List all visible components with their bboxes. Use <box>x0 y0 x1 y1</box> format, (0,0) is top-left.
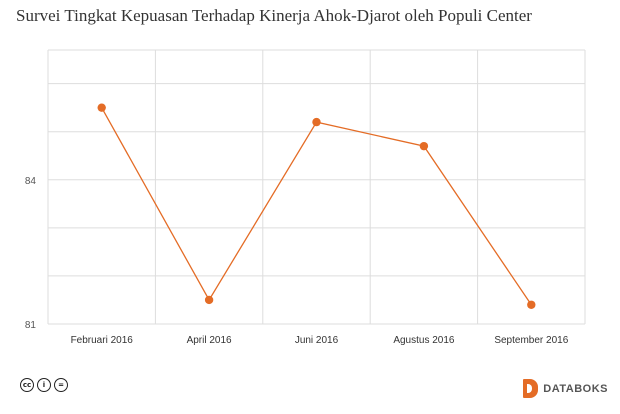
y-tick-label: 84 <box>25 176 37 187</box>
y-tick-label: 81 <box>25 320 37 331</box>
grid-lines <box>47 49 586 325</box>
series-line-path <box>101 107 532 306</box>
x-tick-label: Agustus 2016 <box>393 335 455 346</box>
x-tick-label: April 2016 <box>187 335 232 346</box>
data-point <box>419 141 429 151</box>
data-point <box>312 117 321 127</box>
chart-title: Survei Tingkat Kepuasan Terhadap Kinerja… <box>16 6 532 25</box>
by-icon: i <box>37 378 51 392</box>
series-points <box>97 103 536 309</box>
data-point <box>204 295 214 305</box>
brand-name: DATABOKS <box>543 382 608 395</box>
databoks-logo-icon <box>523 379 539 398</box>
x-tick-labels: Februari 2016 April 2016 Juni 2016 Agustus … <box>71 335 569 346</box>
x-tick-label: Juni 2016 <box>295 335 339 346</box>
series-line <box>101 107 532 306</box>
nd-icon: = <box>54 378 68 392</box>
data-point <box>527 300 536 309</box>
license-icons: cc i = <box>20 378 68 392</box>
y-tick-labels: 81 84 <box>25 176 37 331</box>
x-tick-label: Februari 2016 <box>71 335 134 346</box>
data-point <box>97 103 106 112</box>
brand-logo[interactable]: DATABOKS <box>523 379 608 398</box>
x-tick-label: September 2016 <box>494 335 568 346</box>
cc-icon: cc <box>20 378 34 392</box>
